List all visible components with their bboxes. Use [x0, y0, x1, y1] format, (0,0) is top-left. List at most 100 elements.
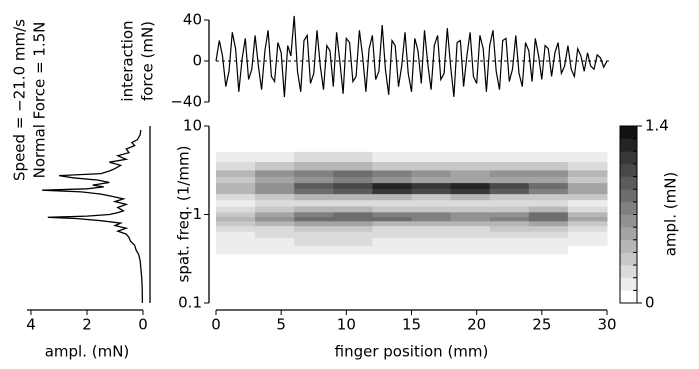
heatmap-cell [216, 211, 256, 218]
heatmap-cell [333, 211, 373, 218]
heatmap-cell [489, 211, 530, 218]
heatmap-cell [567, 220, 608, 227]
colorbar-level [620, 151, 637, 165]
heatmap-cell [450, 245, 491, 255]
heatmap-cell [411, 193, 452, 201]
heatmap-cell [450, 182, 491, 189]
colorbar-level [620, 176, 637, 190]
heatmap-cell [528, 206, 569, 213]
heatmap-cell [528, 225, 569, 232]
heatmap-cell [567, 231, 608, 239]
heatmap-cell [216, 161, 256, 171]
y-tick-label: 1 [192, 205, 202, 223]
heatmap-cell [567, 193, 608, 201]
heatmap-cell [294, 206, 334, 213]
heatmap-cell [216, 220, 256, 227]
heatmap-cell [255, 161, 295, 171]
colorbar-level [620, 163, 637, 177]
heatmap-cell [333, 151, 373, 163]
heatmap-cell [255, 231, 295, 239]
heatmap-cell [450, 216, 491, 222]
colorbar-level [620, 239, 637, 253]
heatmap-cell [528, 182, 569, 189]
heatmap-cell [333, 231, 373, 239]
heatmap-cell [528, 216, 569, 222]
heatmap-cell [411, 176, 452, 184]
heatmap-cell [372, 188, 412, 195]
heatmap-cell [294, 220, 334, 227]
y-tick-label: 0.1 [178, 294, 202, 312]
heatmap-cell [567, 211, 608, 218]
heatmap-cell [372, 237, 412, 246]
heatmap-cell [333, 237, 373, 246]
annotation: Speed = −21.0 mm/s [11, 19, 29, 181]
heatmap-cell [489, 199, 530, 207]
heatmap-cell [255, 182, 295, 189]
heatmap-cell [450, 188, 491, 195]
heatmap-cell [567, 206, 608, 213]
heatmap-cell [255, 245, 295, 255]
heatmap-cell [255, 225, 295, 232]
heatmap-cell [333, 199, 373, 207]
heatmap-cell [567, 176, 608, 184]
heatmap-cell [294, 211, 334, 218]
heatmap-cell [411, 206, 452, 213]
heatmap-cell [450, 231, 491, 239]
x-tick-label: 4 [26, 316, 36, 334]
y-tick-label: 0 [192, 52, 202, 70]
heatmap-cell [450, 169, 491, 177]
heatmap-cell [489, 176, 530, 184]
heatmap-cell [372, 216, 412, 222]
heatmap-cell [567, 245, 608, 255]
heatmap-cell [411, 182, 452, 189]
colorbar-level [620, 290, 637, 304]
colorbar-tick-label: 0 [645, 294, 655, 312]
heatmap-cell [528, 231, 569, 239]
heatmap-cell [255, 211, 295, 218]
colorbar-label: ampl. (mN) [662, 172, 680, 257]
heatmap-cell [294, 151, 334, 163]
heatmap-cell [294, 216, 334, 222]
heatmap-cell [450, 211, 491, 218]
heatmap-cell [294, 225, 334, 232]
y-axis-label: interaction [119, 20, 137, 101]
heatmap-cell [489, 216, 530, 222]
heatmap-cell [528, 151, 569, 163]
heatmap-cell [489, 151, 530, 163]
colorbar-level [620, 126, 637, 139]
heatmap-cell [489, 206, 530, 213]
colorbar-tick-label: 1.4 [645, 117, 669, 135]
heatmap-cell [294, 231, 334, 239]
colorbar-level [620, 201, 637, 215]
heatmap-cell [528, 188, 569, 195]
heatmap-cell [450, 161, 491, 171]
heatmap-cell [528, 245, 569, 255]
heatmap-cell [255, 216, 295, 222]
heatmap-cell [528, 169, 569, 177]
heatmap-cell [372, 161, 412, 171]
spectrum-line [42, 129, 144, 304]
annotation: Normal Force = 1.5N [31, 22, 49, 179]
x-tick-label: 15 [402, 316, 421, 334]
heatmap-cell [411, 169, 452, 177]
heatmap-cell [294, 161, 334, 171]
heatmap-cell [411, 245, 452, 255]
x-tick-label: 0 [138, 316, 148, 334]
heatmap-cell [489, 245, 530, 255]
heatmap-cell [333, 193, 373, 201]
heatmap-cell [489, 169, 530, 177]
heatmap-cell [450, 225, 491, 232]
heatmap-cell [372, 231, 412, 239]
heatmap-cell [255, 169, 295, 177]
heatmap-cell [294, 245, 334, 255]
heatmap-cell [567, 182, 608, 189]
colorbar-level [620, 277, 637, 291]
heatmap-cell [411, 211, 452, 218]
heatmap-cell [450, 220, 491, 227]
heatmap-cell [411, 225, 452, 232]
heatmap-cell [450, 199, 491, 207]
x-tick-label: 25 [532, 316, 551, 334]
heatmap-cell [255, 188, 295, 195]
heatmap-cell [333, 182, 373, 189]
